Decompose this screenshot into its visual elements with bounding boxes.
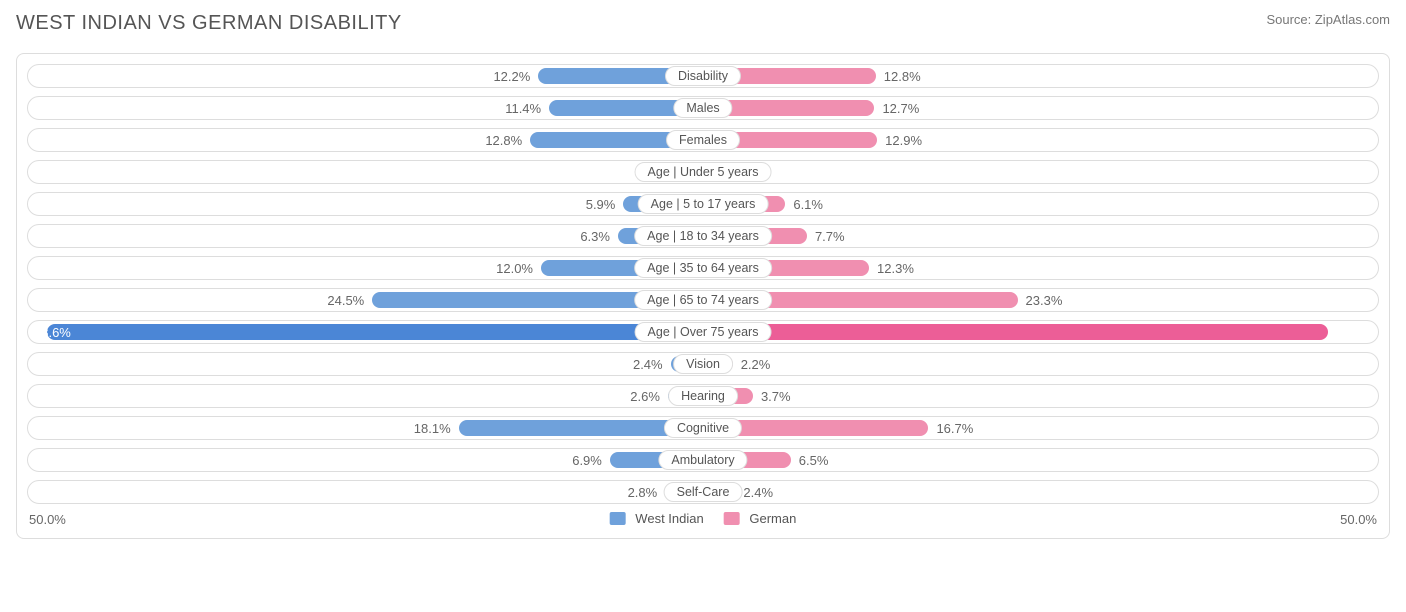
legend-swatch-right (724, 512, 740, 525)
value-label-left: 48.6% (34, 321, 71, 345)
bar-left (47, 324, 703, 340)
category-label: Vision (673, 354, 733, 374)
bar-row: 1.1%1.7%Age | Under 5 years (27, 160, 1379, 184)
value-label-right: 2.2% (741, 353, 771, 377)
chart-header: WEST INDIAN VS GERMAN DISABILITY Source:… (16, 12, 1390, 35)
bar-row: 2.8% 2.4%Self-Care (27, 480, 1379, 504)
legend-item-right: German (724, 511, 797, 526)
bar-row: 2.6% 3.7% Hearing (27, 384, 1379, 408)
category-label: Age | Under 5 years (635, 162, 772, 182)
legend-label-right: German (749, 511, 796, 526)
category-label: Age | Over 75 years (635, 322, 772, 342)
bar-row: 24.5% 23.3% Age | 65 to 74 years (27, 288, 1379, 312)
value-label-right: 16.7% (936, 417, 973, 441)
category-label: Females (666, 130, 740, 150)
category-label: Age | 65 to 74 years (634, 290, 772, 310)
legend-swatch-left (610, 512, 626, 525)
legend-label-left: West Indian (635, 511, 703, 526)
value-label-left: 12.0% (496, 257, 533, 281)
rows-container: 12.2% 12.8% Disability 11.4% 12.7% Males 12.8%… (27, 64, 1379, 504)
legend: West Indian German (610, 511, 797, 526)
bar-row: 48.6% 46.3% Age | Over 75 years (27, 320, 1379, 344)
value-label-right: 3.7% (761, 385, 791, 409)
value-label-right: 12.8% (884, 65, 921, 89)
value-label-right: 46.3% (1335, 321, 1372, 345)
bar-row: 11.4% 12.7% Males (27, 96, 1379, 120)
category-label: Cognitive (664, 418, 742, 438)
axis-right-label: 50.0% (1340, 512, 1377, 527)
category-label: Males (673, 98, 732, 118)
value-label-right: 6.5% (799, 449, 829, 473)
value-label-right: 6.1% (793, 193, 823, 217)
bar-row: 12.0% 12.3% Age | 35 to 64 years (27, 256, 1379, 280)
value-label-left: 2.4% (633, 353, 663, 377)
value-label-right: 7.7% (815, 225, 845, 249)
chart-footer: 50.0% West Indian German 50.0% (27, 510, 1379, 532)
bar-row: 12.2% 12.8% Disability (27, 64, 1379, 88)
value-label-left: 6.9% (572, 449, 602, 473)
value-label-left: 24.5% (327, 289, 364, 313)
bar-row: 6.3% 7.7% Age | 18 to 34 years (27, 224, 1379, 248)
value-label-left: 11.4% (505, 97, 541, 121)
value-label-left: 6.3% (580, 225, 610, 249)
category-label: Disability (665, 66, 741, 86)
chart-area: 12.2% 12.8% Disability 11.4% 12.7% Males 12.8%… (16, 53, 1390, 539)
value-label-left: 2.8% (628, 481, 658, 505)
value-label-right: 12.9% (885, 129, 922, 153)
axis-left-label: 50.0% (29, 512, 66, 527)
chart-source: Source: ZipAtlas.com (1266, 12, 1390, 27)
value-label-left: 5.9% (586, 193, 616, 217)
bar-right (703, 324, 1328, 340)
value-label-right: 2.4% (743, 481, 773, 505)
bar-row: 2.4% 2.2% Vision (27, 352, 1379, 376)
value-label-right: 23.3% (1026, 289, 1063, 313)
category-label: Self-Care (664, 482, 743, 502)
category-label: Age | 35 to 64 years (634, 258, 772, 278)
value-label-right: 12.7% (882, 97, 919, 121)
category-label: Age | 18 to 34 years (634, 226, 772, 246)
legend-item-left: West Indian (610, 511, 704, 526)
chart-title: WEST INDIAN VS GERMAN DISABILITY (16, 12, 402, 35)
bar-row: 18.1% 16.7% Cognitive (27, 416, 1379, 440)
value-label-left: 18.1% (414, 417, 451, 441)
bar-row: 6.9% 6.5% Ambulatory (27, 448, 1379, 472)
value-label-left: 12.2% (493, 65, 530, 89)
value-label-right: 12.3% (877, 257, 914, 281)
bar-row: 5.9% 6.1% Age | 5 to 17 years (27, 192, 1379, 216)
category-label: Ambulatory (658, 450, 747, 470)
category-label: Hearing (668, 386, 738, 406)
value-label-left: 12.8% (485, 129, 522, 153)
bar-row: 12.8% 12.9% Females (27, 128, 1379, 152)
category-label: Age | 5 to 17 years (638, 194, 769, 214)
value-label-left: 2.6% (630, 385, 660, 409)
